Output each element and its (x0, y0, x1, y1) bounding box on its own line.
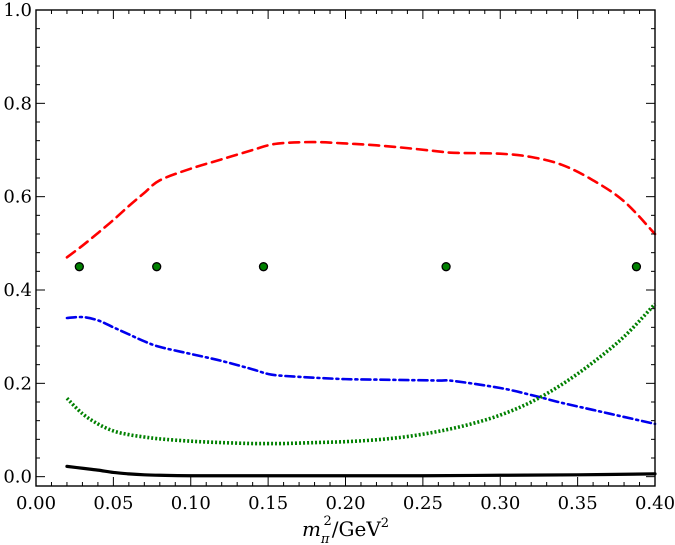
y-tick-label: 0.0 (3, 467, 32, 488)
x-tick-label: 0.15 (248, 493, 288, 514)
x-axis-label-sep: / (332, 517, 339, 541)
data-point-2 (152, 262, 162, 272)
y-tick-label: 0.6 (3, 187, 32, 208)
series-line-solid (65, 464, 657, 478)
data-point-1 (74, 262, 84, 272)
x-axis-label-unit: GeV (339, 517, 382, 541)
series-layer (65, 140, 657, 478)
x-axis-label-sub: π (320, 532, 330, 545)
x-tick-label: 0.40 (635, 493, 675, 514)
x-tick-label: 0.30 (480, 493, 520, 514)
x-tick-label: 0.00 (16, 493, 56, 514)
x-tick-label: 0.20 (325, 493, 365, 514)
data-point-5 (631, 262, 642, 272)
x-axis-label-var: m (302, 517, 321, 541)
series-line-dotted (65, 302, 657, 446)
points-layer (74, 262, 642, 272)
ticks-layer (35, 9, 656, 486)
x-tick-label: 0.25 (403, 493, 443, 514)
plot-frame (35, 9, 656, 487)
y-tick-label: 0.8 (3, 93, 32, 114)
x-tick-label: 0.10 (171, 493, 211, 514)
series-line-dashdot (65, 315, 657, 426)
x-axis-label: mπ2/GeV2 (302, 514, 389, 545)
y-tick-label: 0.4 (3, 280, 32, 301)
y-tick-label: 0.2 (3, 373, 32, 394)
series-line-dashed (65, 140, 657, 259)
data-point-3 (258, 262, 269, 272)
y-tick-label: 1.0 (3, 0, 32, 21)
x-tick-label: 0.05 (93, 493, 133, 514)
x-tick-label: 0.35 (558, 493, 598, 514)
tick-labels-layer: 0.00 0.05 0.10 0.15 0.20 0.25 0.30 0.35 0.40 0.0 0… (3, 0, 675, 514)
x-axis-label-sup: 2 (323, 514, 331, 529)
data-point-4 (441, 262, 451, 272)
x-axis-label-unit-sup: 2 (381, 516, 389, 531)
